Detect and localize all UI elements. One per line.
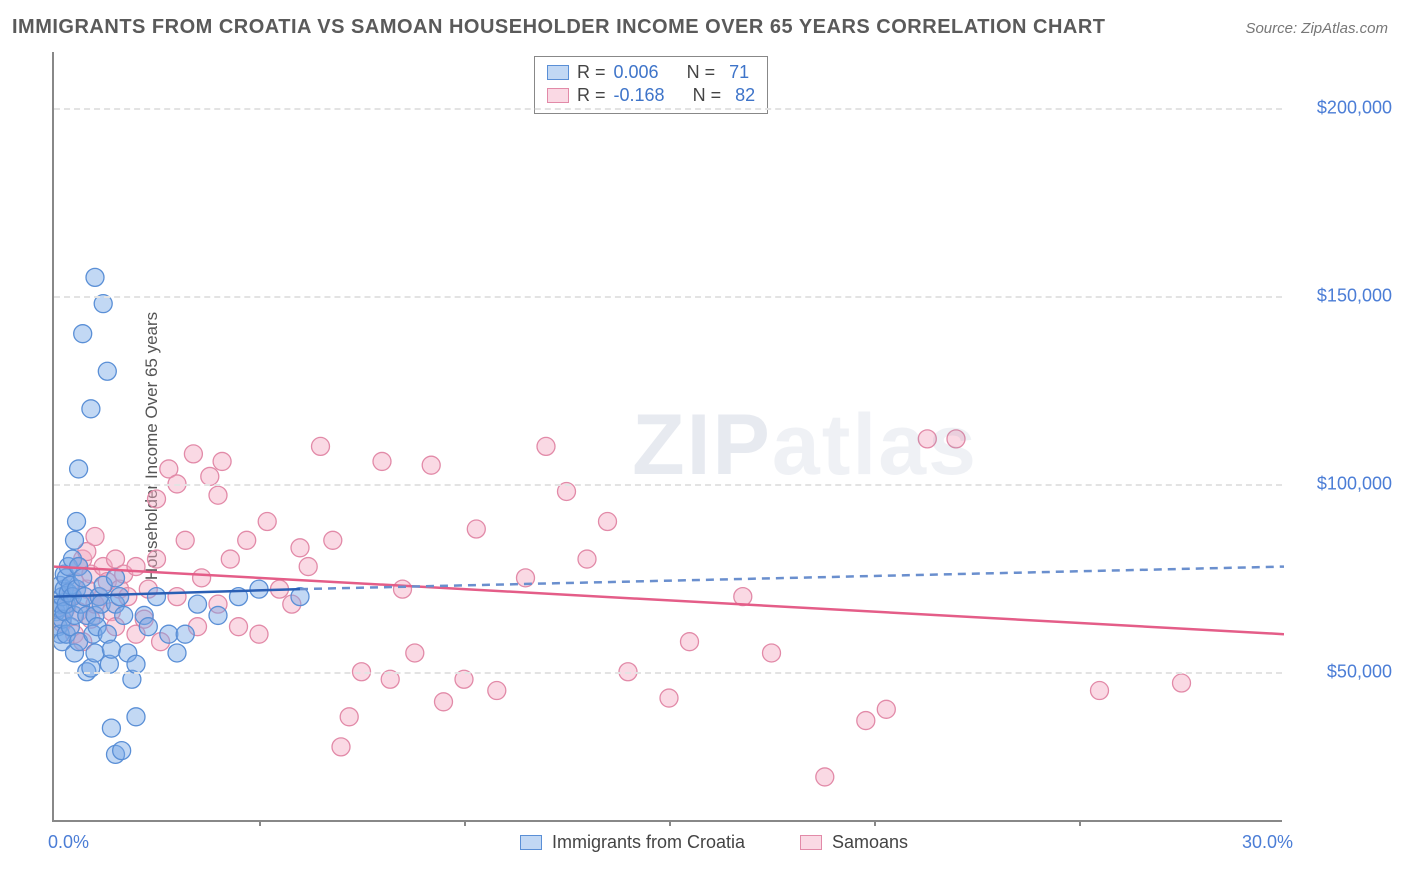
y-tick-label: $150,000: [1292, 286, 1392, 307]
legend-n-croatia: 71: [729, 62, 749, 83]
legend-r-croatia: 0.006: [614, 62, 659, 83]
bottom-legend-samoan: Samoans: [800, 832, 908, 853]
swatch-samoan: [800, 835, 822, 850]
source-attribution: Source: ZipAtlas.com: [1245, 20, 1388, 37]
chart-title: IMMIGRANTS FROM CROATIA VS SAMOAN HOUSEH…: [12, 16, 1106, 39]
legend-n-samoan: 82: [735, 85, 755, 106]
series-label-croatia: Immigrants from Croatia: [552, 832, 745, 853]
swatch-croatia: [547, 65, 569, 80]
legend-row-samoan: R = -0.168 N = 82: [547, 84, 755, 107]
x-axis-end-label: 30.0%: [1242, 832, 1293, 853]
y-tick-label: $200,000: [1292, 98, 1392, 119]
legend-r-label: R =: [577, 85, 606, 106]
legend-n-label: N =: [687, 62, 716, 83]
plot-area: ZIPatlas R = 0.006 N = 71 R = -0.168 N =…: [52, 52, 1282, 822]
x-axis-start-label: 0.0%: [48, 832, 89, 853]
legend-n-label: N =: [693, 85, 722, 106]
legend-row-croatia: R = 0.006 N = 71: [547, 61, 755, 84]
bottom-legend-croatia: Immigrants from Croatia: [520, 832, 745, 853]
legend-r-label: R =: [577, 62, 606, 83]
y-tick-label: $50,000: [1292, 661, 1392, 682]
swatch-samoan: [547, 88, 569, 103]
correlation-legend-box: R = 0.006 N = 71 R = -0.168 N = 82: [534, 56, 768, 114]
scatter-svg: [54, 52, 1284, 822]
legend-r-samoan: -0.168: [614, 85, 665, 106]
series-label-samoan: Samoans: [832, 832, 908, 853]
swatch-croatia: [520, 835, 542, 850]
y-tick-label: $100,000: [1292, 473, 1392, 494]
